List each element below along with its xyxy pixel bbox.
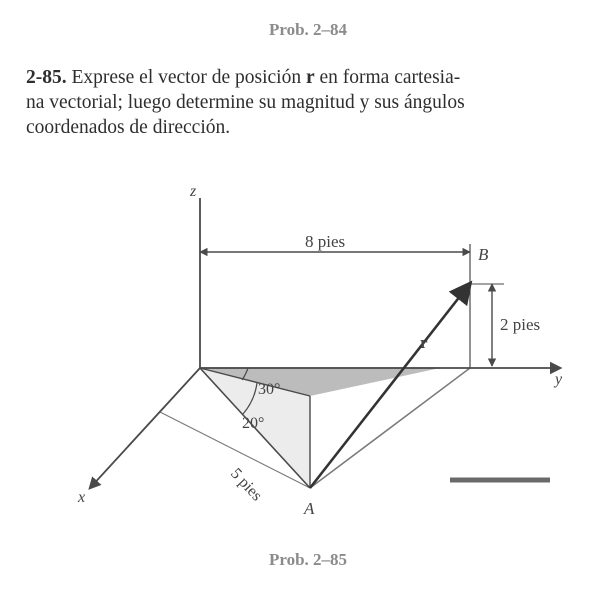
problem-statement: 2-85. Exprese el vector de posición r en… bbox=[26, 66, 590, 141]
dim-2-label: 2 pies bbox=[500, 315, 540, 334]
angle-20-label: 20° bbox=[242, 415, 264, 432]
x-axis bbox=[90, 368, 200, 488]
angle-30-label: 30° bbox=[258, 381, 280, 398]
z-axis-label: z bbox=[189, 183, 197, 200]
problem-text-fragment-1: Exprese el vector de posición bbox=[67, 67, 306, 88]
dim-8-label: 8 pies bbox=[305, 232, 345, 251]
problem-text-line-3: coordenados de dirección. bbox=[26, 117, 230, 138]
vector-symbol: r bbox=[306, 67, 315, 88]
y-axis-label: y bbox=[553, 371, 563, 388]
dim-5-label: 5 pies bbox=[227, 465, 265, 504]
vector-r-label: r bbox=[420, 333, 428, 352]
problem-text-line-2: na vectorial; luego determine su magnitu… bbox=[26, 92, 465, 113]
point-B-label: B bbox=[478, 245, 489, 264]
previous-figure-caption: Prob. 2–84 bbox=[0, 20, 616, 40]
x-axis-label: x bbox=[77, 489, 85, 506]
point-A-label: A bbox=[303, 499, 315, 518]
figure-diagram: z y x 8 pies B 2 pies r 30° bbox=[60, 178, 570, 538]
problem-number: 2-85. bbox=[26, 67, 67, 88]
problem-text-fragment-2: en forma cartesia- bbox=[315, 67, 461, 88]
figure-caption: Prob. 2–85 bbox=[0, 550, 616, 570]
